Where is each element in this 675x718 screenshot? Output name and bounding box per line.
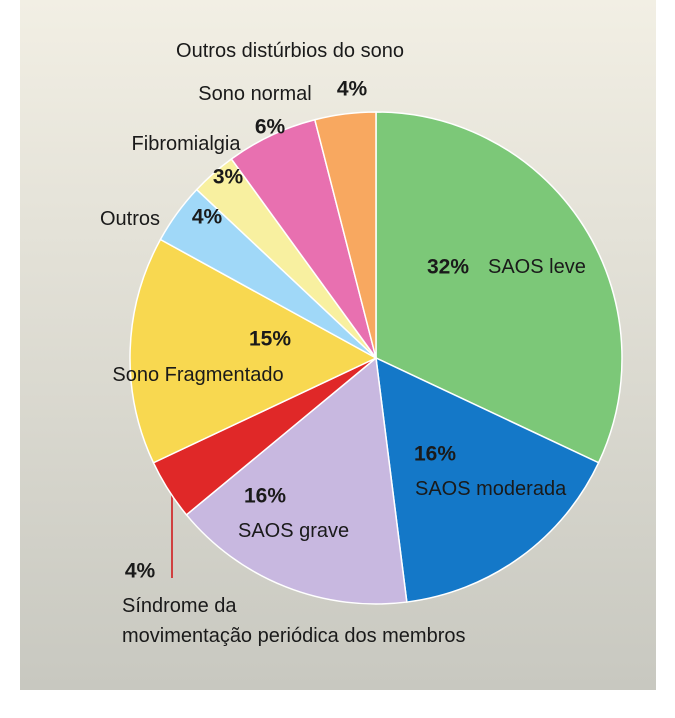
pie-slice [129,238,378,464]
category-label-line: Sono Fragmentado [112,364,283,386]
category-label-line: SAOS grave [238,520,349,542]
value-label: 15% [249,328,291,351]
category-label: SAOS leve [488,256,586,278]
pie-slice [313,111,377,359]
category-label: Outros distúrbios do sono [176,40,404,62]
category-label-line: movimentação periódica dos membros [122,625,466,647]
category-label: Síndrome da movimentação periódica dos me… [122,595,466,647]
category-label: Sono Fragmentado [112,364,283,386]
value-label: 16% [244,485,286,508]
value-label: 3% [213,166,244,189]
category-label-line: Sono normal [198,83,311,105]
category-label: Sono normal [198,83,311,105]
category-label: Outros [100,208,160,230]
value-label: 4% [192,206,223,229]
category-label-line: Outros distúrbios do sono [176,40,404,62]
category-label: Fibromialgia [132,133,242,155]
value-label: 4% [125,560,156,583]
pie-slice [185,356,408,605]
value-label: 4% [337,78,368,101]
value-label: 32% [427,256,469,279]
category-label-line: SAOS moderada [415,478,567,500]
category-label-line: SAOS leve [488,256,586,278]
category-label: SAOS moderada [415,478,567,500]
category-label-line: Outros [100,208,160,230]
category-label-line: Síndrome da [122,595,237,617]
value-label: 16% [414,443,456,466]
category-label-line: Fibromialgia [132,133,242,155]
category-label: SAOS grave [238,520,349,542]
pie-slice [375,111,623,464]
value-label: 6% [255,116,286,139]
pie-slice [375,356,600,603]
